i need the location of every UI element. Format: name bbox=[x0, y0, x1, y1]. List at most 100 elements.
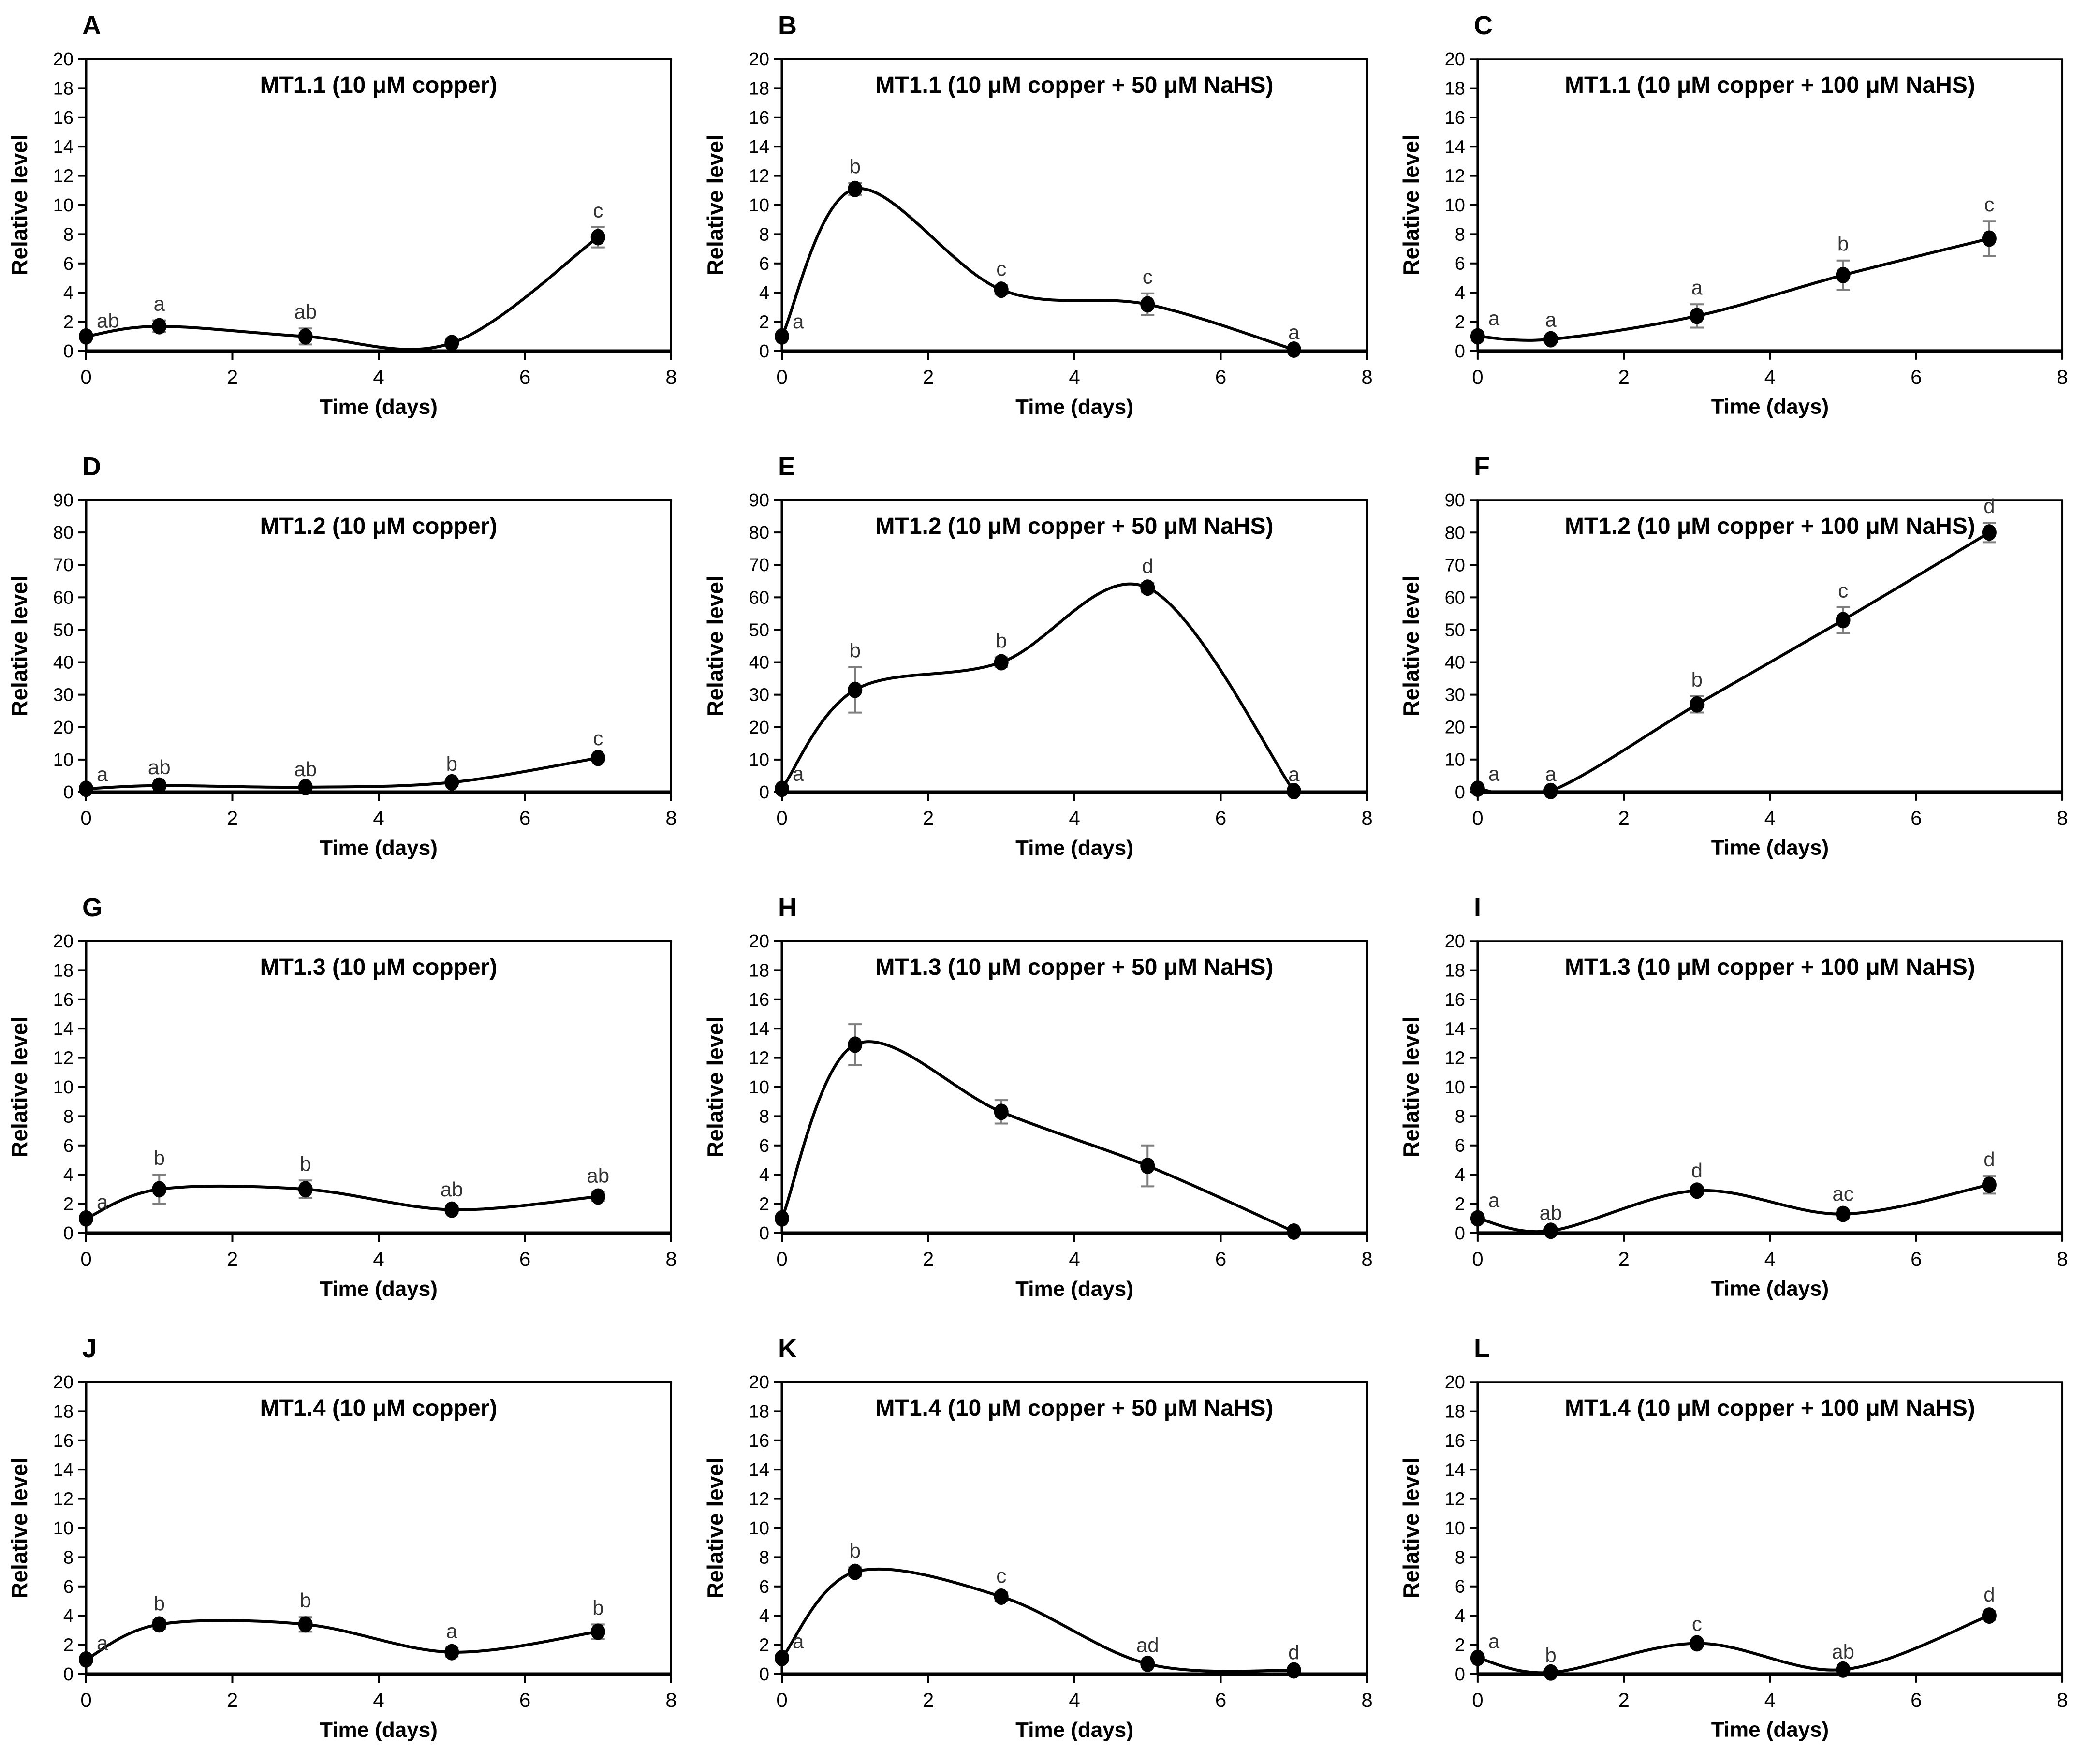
y-axis-title: Relative level bbox=[703, 1457, 728, 1599]
chart-title: MT1.1 (10 μM copper) bbox=[260, 73, 498, 98]
y-tick-label: 8 bbox=[1455, 1106, 1465, 1127]
sig-letter: c bbox=[593, 199, 603, 221]
y-axis-title: Relative level bbox=[703, 1016, 728, 1158]
data-point bbox=[1690, 1182, 1705, 1199]
x-axis-title: Time (days) bbox=[1711, 1718, 1829, 1742]
x-tick-label: 8 bbox=[2057, 1689, 2068, 1711]
chart-canvas: 0 2 4 6 8 10 12 14 16 18 20 0 2 4 6 8 MT1.4 (10 μM coppe… bbox=[1398, 1372, 2068, 1742]
y-tick-label: 4 bbox=[63, 1165, 73, 1185]
x-tick-label: 6 bbox=[1911, 366, 1922, 388]
y-tick-label: 0 bbox=[759, 1664, 769, 1685]
plot-border bbox=[781, 499, 1368, 793]
plot-border bbox=[85, 940, 672, 1234]
y-tick-label: 6 bbox=[759, 1136, 769, 1156]
y-tick-label: 8 bbox=[759, 1106, 769, 1127]
y-tick-label: 70 bbox=[749, 555, 769, 575]
y-tick-label: 8 bbox=[759, 1547, 769, 1568]
sig-letter: b bbox=[592, 1596, 603, 1619]
y-tick-label: 60 bbox=[53, 588, 73, 608]
panel-letter: I bbox=[1474, 893, 1482, 922]
sig-letter: a bbox=[1545, 309, 1557, 331]
y-tick-label: 6 bbox=[63, 1136, 73, 1156]
y-tick-label: 14 bbox=[53, 1019, 73, 1039]
y-tick-label: 16 bbox=[749, 108, 769, 128]
chart-canvas: 0 10 20 30 40 50 60 70 80 90 0 2 4 6 8 MT1.2 (10 μM cop… bbox=[703, 490, 1373, 860]
sig-letter: a bbox=[1488, 1189, 1500, 1212]
data-point bbox=[1286, 1223, 1301, 1240]
y-axis-title: Relative level bbox=[7, 1016, 32, 1158]
x-axis-title: Time (days) bbox=[320, 1718, 438, 1742]
y-tick-label: 0 bbox=[1455, 341, 1465, 362]
y-tick-label: 40 bbox=[1445, 653, 1465, 673]
y-tick-label: 4 bbox=[63, 283, 73, 303]
data-point bbox=[1836, 612, 1851, 629]
y-tick-label: 12 bbox=[53, 1489, 73, 1510]
x-tick-label: 8 bbox=[1361, 1689, 1372, 1711]
x-tick-label: 4 bbox=[1764, 366, 1776, 388]
panel-E: E 0 10 20 30 40 50 60 70 80 90 0 2 4 6 8 MT1.2 (10 μM c… bbox=[696, 441, 1392, 882]
sig-letter: b bbox=[1837, 233, 1849, 255]
data-point bbox=[1470, 1649, 1485, 1666]
data-point bbox=[298, 328, 313, 345]
sig-letter: c bbox=[1838, 579, 1848, 602]
y-tick-label: 18 bbox=[1445, 1402, 1465, 1422]
x-tick-label: 6 bbox=[1911, 1689, 1922, 1711]
y-tick-label: 0 bbox=[63, 782, 73, 803]
panel-I: I 0 2 4 6 8 10 12 14 16 18 20 0 2 4 6 8 MT1.3 (10 μM cop… bbox=[1392, 882, 2087, 1323]
data-point bbox=[590, 1623, 605, 1640]
panel-B: B 0 2 4 6 8 10 12 14 16 18 20 0 2 4 6 8 MT1.1 (10 μM cop… bbox=[696, 0, 1392, 441]
y-tick-label: 60 bbox=[749, 588, 769, 608]
data-line bbox=[1477, 237, 1990, 342]
y-tick-label: 6 bbox=[63, 254, 73, 274]
y-tick-label: 14 bbox=[1445, 1460, 1465, 1480]
axes: 0 10 20 30 40 50 60 70 80 90 0 2 4 6 8 bbox=[749, 490, 1373, 829]
sig-letter: ac bbox=[1832, 1182, 1853, 1205]
y-tick-label: 80 bbox=[1445, 523, 1465, 543]
y-tick-label: 20 bbox=[749, 49, 769, 70]
y-tick-label: 18 bbox=[749, 960, 769, 981]
sig-letter: b bbox=[154, 1147, 165, 1169]
sig-letter: b bbox=[300, 1589, 311, 1612]
sig-letter: b bbox=[1545, 1644, 1556, 1666]
panel-letter: E bbox=[778, 452, 796, 481]
y-tick-label: 12 bbox=[749, 166, 769, 187]
sig-letter: a bbox=[1691, 276, 1703, 299]
data-point bbox=[848, 180, 863, 197]
data-point bbox=[1836, 266, 1851, 283]
y-tick-label: 2 bbox=[63, 1635, 73, 1656]
panel-F: F 0 10 20 30 40 50 60 70 80 90 0 2 4 6 8 MT1.2 (10 μM c… bbox=[1392, 441, 2087, 882]
x-axis-title: Time (days) bbox=[1711, 395, 1829, 419]
y-tick-label: 2 bbox=[63, 1194, 73, 1215]
y-tick-label: 4 bbox=[1455, 283, 1465, 303]
y-tick-label: 8 bbox=[63, 1547, 73, 1568]
x-axis-title: Time (days) bbox=[1711, 1277, 1829, 1301]
data-point bbox=[1690, 1635, 1705, 1652]
data-point bbox=[775, 1649, 789, 1666]
panel-letter: D bbox=[82, 452, 102, 481]
y-tick-label: 4 bbox=[759, 1606, 769, 1626]
data-point bbox=[1286, 782, 1301, 799]
axes: 0 2 4 6 8 10 12 14 16 18 20 0 2 4 6 8 bbox=[53, 49, 677, 388]
x-axis-title: Time (days) bbox=[320, 836, 438, 860]
sig-letter: ad bbox=[1136, 1633, 1159, 1656]
panel-J: J 0 2 4 6 8 10 12 14 16 18 20 0 2 4 6 8 MT1.4 (10 μM cop… bbox=[0, 1323, 696, 1764]
axes: 0 2 4 6 8 10 12 14 16 18 20 0 2 4 6 8 bbox=[749, 49, 1373, 388]
y-tick-label: 0 bbox=[63, 341, 73, 362]
sig-letter: ab bbox=[587, 1164, 609, 1187]
y-tick-label: 8 bbox=[63, 224, 73, 245]
x-tick-label: 2 bbox=[1618, 1248, 1629, 1270]
x-tick-label: 6 bbox=[519, 807, 530, 829]
sig-letter: a bbox=[446, 1620, 458, 1643]
panel-H: H 0 2 4 6 8 10 12 14 16 18 20 0 2 4 6 8 MT1.3 (10 μM cop… bbox=[696, 882, 1392, 1323]
panel-letter: A bbox=[82, 11, 102, 40]
y-tick-label: 0 bbox=[759, 1223, 769, 1244]
y-tick-label: 20 bbox=[1445, 718, 1465, 738]
axes: 0 2 4 6 8 10 12 14 16 18 20 0 2 4 6 8 bbox=[1445, 1372, 2068, 1711]
y-tick-label: 12 bbox=[1445, 1048, 1465, 1069]
y-tick-label: 18 bbox=[749, 1401, 769, 1422]
x-tick-label: 0 bbox=[776, 366, 787, 388]
y-tick-label: 12 bbox=[53, 1048, 73, 1069]
x-tick-label: 4 bbox=[1764, 1248, 1776, 1270]
data-point bbox=[994, 1588, 1009, 1605]
y-tick-label: 30 bbox=[53, 685, 73, 706]
